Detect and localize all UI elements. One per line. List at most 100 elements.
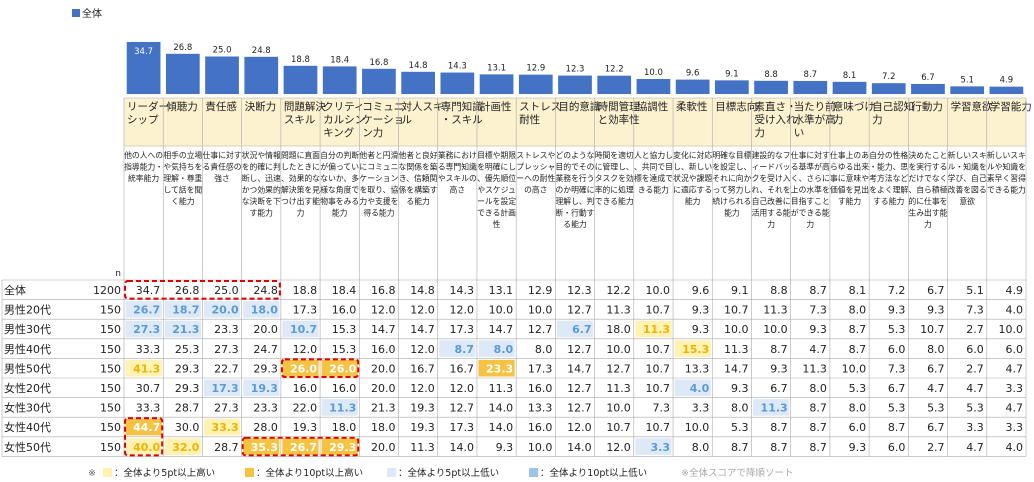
table-cell: 8.7 — [731, 441, 749, 454]
table-cell: 29.3 — [175, 382, 200, 395]
table-cell: 40.0 — [133, 441, 160, 454]
category-label: 決断力 — [245, 100, 276, 113]
category-description-line: 他の人への — [124, 150, 163, 160]
category-description-line: ル・知識を — [948, 162, 987, 172]
table-cell: 16.7 — [410, 362, 435, 375]
table-cell: 6.7 — [572, 323, 592, 336]
table-cell: 9.1 — [731, 284, 749, 297]
table-cell: 4.0 — [1006, 441, 1024, 454]
category-description-line: やスキルの — [438, 174, 477, 183]
table-cell: 10.0 — [528, 441, 553, 454]
category-description-line: 自分の判断 — [320, 150, 359, 160]
table-cell: 26.0 — [290, 362, 317, 375]
bar — [479, 74, 514, 94]
table-cell: 4.7 — [966, 441, 984, 454]
table-cell: 5.3 — [849, 382, 867, 395]
highlight-cell — [164, 301, 201, 318]
row-n: 150 — [100, 441, 121, 454]
table-cell: 8.0 — [927, 343, 945, 356]
category-description-line: 改善を図る — [948, 185, 987, 195]
table-cell: 10.0 — [763, 323, 788, 336]
category-description-line: 得る能力 — [363, 208, 394, 218]
table-cell: 17.3 — [293, 304, 318, 317]
table-cell: 10.7 — [606, 421, 631, 434]
footnote-label: ：全体より5pt以上低い — [398, 467, 499, 479]
footnote-label: ：全体より5pt以上高い — [114, 467, 215, 479]
table-cell: 16.7 — [449, 362, 474, 375]
category-description-line: らゆる出来 — [830, 162, 869, 172]
bar — [518, 74, 553, 94]
table-cell: 27.3 — [214, 402, 239, 415]
footnote-swatch — [245, 468, 254, 477]
table-cell: 8.7 — [809, 421, 827, 434]
table-cell: 13.1 — [489, 284, 514, 297]
table-cell: 10.0 — [528, 304, 553, 317]
table-cell: 17.3 — [449, 323, 474, 336]
table-cell: 25.3 — [175, 343, 200, 356]
category-description-line: 強さ — [214, 173, 230, 183]
table-cell: 5.3 — [888, 402, 906, 415]
bar-value-label: 12.3 — [566, 65, 585, 75]
category-description-line: 、効果的な — [281, 173, 320, 183]
table-cell: 30.0 — [175, 421, 200, 434]
category-description-line: な決断を下 — [242, 196, 281, 206]
category-label-line: ン力 — [362, 126, 383, 139]
table-cell: 7.3 — [888, 362, 906, 375]
table-cell: 34.7 — [136, 284, 161, 297]
category-description-line: 理解・尊重 — [163, 173, 202, 183]
table-cell: 8.7 — [770, 421, 788, 434]
table-cell: 3.3 — [692, 402, 710, 415]
category-description-line: 素早く習得 — [987, 173, 1026, 183]
category-description-line: にコミュニ — [359, 163, 398, 172]
bar — [950, 86, 985, 94]
table-cell: 12.7 — [567, 402, 592, 415]
category-label: 柔軟性 — [676, 100, 708, 113]
highlight-cell — [556, 320, 594, 338]
table-cell: 10.0 — [646, 284, 671, 297]
bar — [165, 53, 200, 94]
bar — [715, 80, 749, 94]
table-cell: 5.3 — [966, 402, 984, 415]
table-cell: 12.3 — [567, 284, 592, 297]
table-cell: 12.0 — [449, 304, 474, 317]
category-label-line: スキル — [284, 114, 316, 126]
table-cell: 14.0 — [449, 441, 474, 454]
category-label-line: 耐性 — [519, 113, 540, 126]
category-description-line: 、共同で目 — [634, 163, 673, 172]
highlight-cell — [203, 301, 241, 318]
category-description-line: をよく理解 — [869, 185, 908, 195]
category-description-line: 建設的なフ — [752, 150, 791, 160]
table-cell: 19.3 — [293, 421, 318, 434]
category-description-line: ールを設定 — [477, 196, 516, 206]
bar — [871, 83, 906, 94]
category-description-line: きる能力 — [638, 185, 669, 195]
table-cell: 8.7 — [809, 441, 827, 454]
table-cell: 4.0 — [1006, 304, 1024, 317]
row-n: 150 — [100, 304, 121, 317]
table-cell: 26.0 — [329, 362, 356, 375]
table-cell: 22.0 — [293, 402, 318, 415]
highlight-cell — [321, 438, 358, 455]
category-description-line: 自己改善に — [752, 196, 791, 206]
bar-value-label: 9.6 — [686, 69, 700, 79]
category-label-line: 責任感 — [205, 100, 237, 113]
category-description-line: 目指すこと — [791, 196, 830, 206]
bar-value-label: 13.1 — [487, 63, 506, 73]
row-label: 女性20代 — [4, 381, 51, 395]
category-description-line: 解決策を見 — [281, 185, 320, 195]
category-description-line: プレッシャ — [516, 163, 555, 172]
table-cell: 13.3 — [528, 402, 553, 415]
table-cell: 12.0 — [293, 343, 318, 356]
table-cell: 11.3 — [606, 304, 631, 317]
table-cell: 8.0 — [731, 402, 749, 415]
table-cell: 12.7 — [567, 382, 592, 395]
